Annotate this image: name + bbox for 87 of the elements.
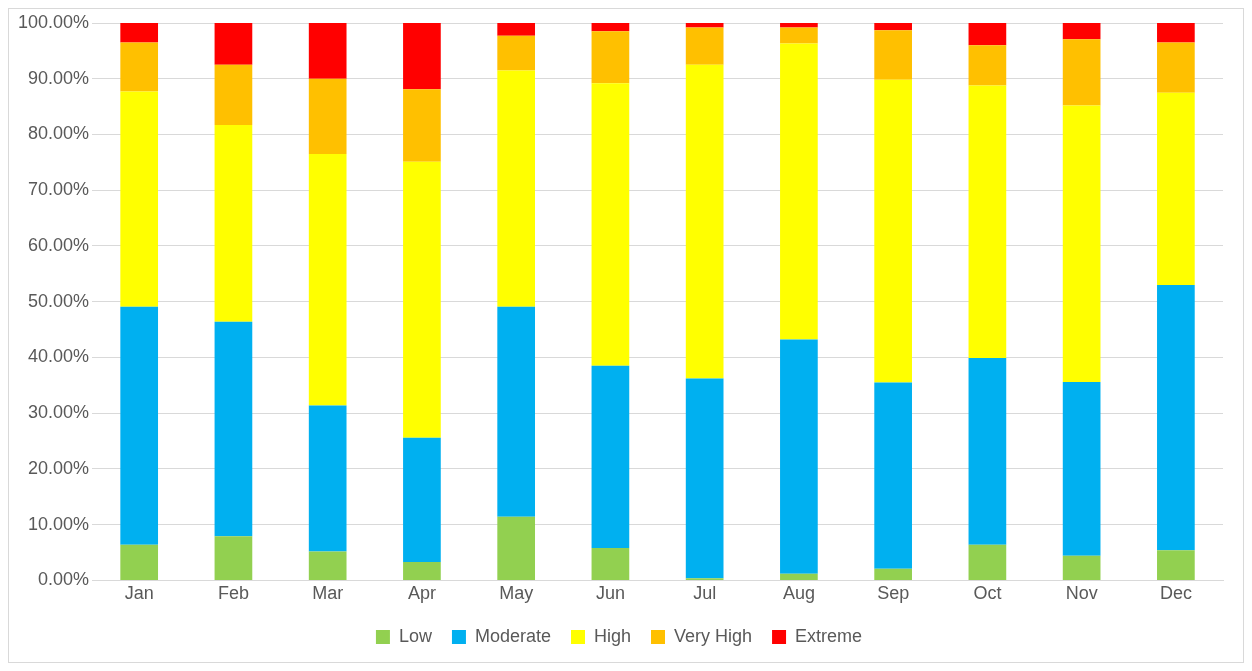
bar — [214, 23, 253, 65]
x-tick-label: Apr — [407, 583, 436, 604]
bar — [1157, 92, 1195, 285]
bar — [591, 548, 630, 580]
x-tick-label: Nov — [1065, 583, 1098, 604]
bar — [591, 83, 630, 366]
bar — [120, 91, 159, 307]
bar — [497, 516, 536, 580]
bar — [403, 437, 441, 563]
legend-label: High — [593, 625, 632, 646]
bar — [1157, 550, 1195, 580]
bar — [403, 562, 441, 580]
bar — [497, 35, 536, 71]
bar — [968, 23, 1007, 46]
bar — [1157, 42, 1195, 93]
bar — [1062, 555, 1101, 580]
bar — [214, 125, 253, 322]
y-tick-label: 50.00% — [28, 290, 90, 311]
bar — [1157, 23, 1195, 43]
bar — [685, 378, 724, 579]
y-tick-label: 20.00% — [28, 457, 90, 478]
y-tick-label: 70.00% — [28, 179, 90, 200]
bar — [1062, 39, 1101, 106]
bar — [874, 23, 912, 31]
bar — [1062, 105, 1101, 382]
x-tick-label: Jun — [595, 583, 625, 604]
bar — [968, 358, 1007, 545]
legend-label: Very High — [674, 625, 753, 646]
bar — [1062, 381, 1101, 556]
x-tick-label: Aug — [782, 583, 815, 604]
bar — [685, 27, 724, 65]
y-tick-label: 90.00% — [28, 67, 90, 88]
bar — [120, 42, 159, 92]
x-tick-label: Oct — [973, 583, 1002, 604]
bar — [780, 339, 818, 574]
x-tick-label: Sep — [877, 583, 910, 604]
bar — [120, 544, 159, 580]
bar — [780, 573, 818, 580]
bar — [685, 23, 724, 28]
bar — [403, 89, 441, 162]
bar — [591, 365, 630, 549]
bar — [874, 79, 912, 383]
bar — [214, 536, 253, 580]
bar — [1157, 284, 1195, 551]
bar — [968, 544, 1007, 580]
bar — [120, 23, 159, 43]
bar — [968, 85, 1007, 358]
x-tick-label: Jan — [124, 583, 154, 604]
y-tick-label: 40.00% — [28, 346, 90, 367]
bar — [780, 23, 818, 28]
bar — [780, 43, 818, 340]
bar — [308, 23, 347, 79]
bar — [685, 64, 724, 379]
legend-label: Low — [398, 625, 433, 646]
bar — [497, 306, 536, 517]
x-tick-label: Feb — [217, 583, 249, 604]
bar — [120, 306, 159, 545]
bar — [874, 30, 912, 80]
legend-label: Moderate — [474, 625, 551, 646]
x-tick-label: May — [499, 583, 534, 604]
bar — [780, 27, 818, 44]
bar — [403, 23, 441, 90]
bar — [497, 23, 536, 36]
bar — [308, 153, 347, 406]
y-tick-label: 60.00% — [28, 234, 90, 255]
bar — [214, 64, 253, 125]
bar — [874, 568, 912, 580]
bar — [308, 78, 347, 154]
bar — [308, 405, 347, 552]
bar — [874, 382, 912, 569]
bar — [591, 23, 630, 32]
bar — [968, 45, 1007, 86]
bar — [591, 31, 630, 84]
x-tick-label: Dec — [1159, 583, 1192, 604]
bar — [308, 551, 347, 580]
y-tick-label: 30.00% — [28, 402, 90, 423]
legend-label: Extreme — [795, 625, 863, 646]
y-tick-label: 0.00% — [38, 569, 90, 590]
x-tick-label: Mar — [312, 583, 344, 604]
y-tick-label: 100.00% — [18, 11, 90, 32]
bar — [1062, 23, 1101, 40]
bar — [497, 70, 536, 307]
y-tick-label: 80.00% — [28, 123, 90, 144]
bar — [214, 321, 253, 537]
x-tick-label: Jul — [693, 583, 717, 604]
bar — [403, 161, 441, 438]
y-tick-label: 10.00% — [28, 513, 90, 534]
